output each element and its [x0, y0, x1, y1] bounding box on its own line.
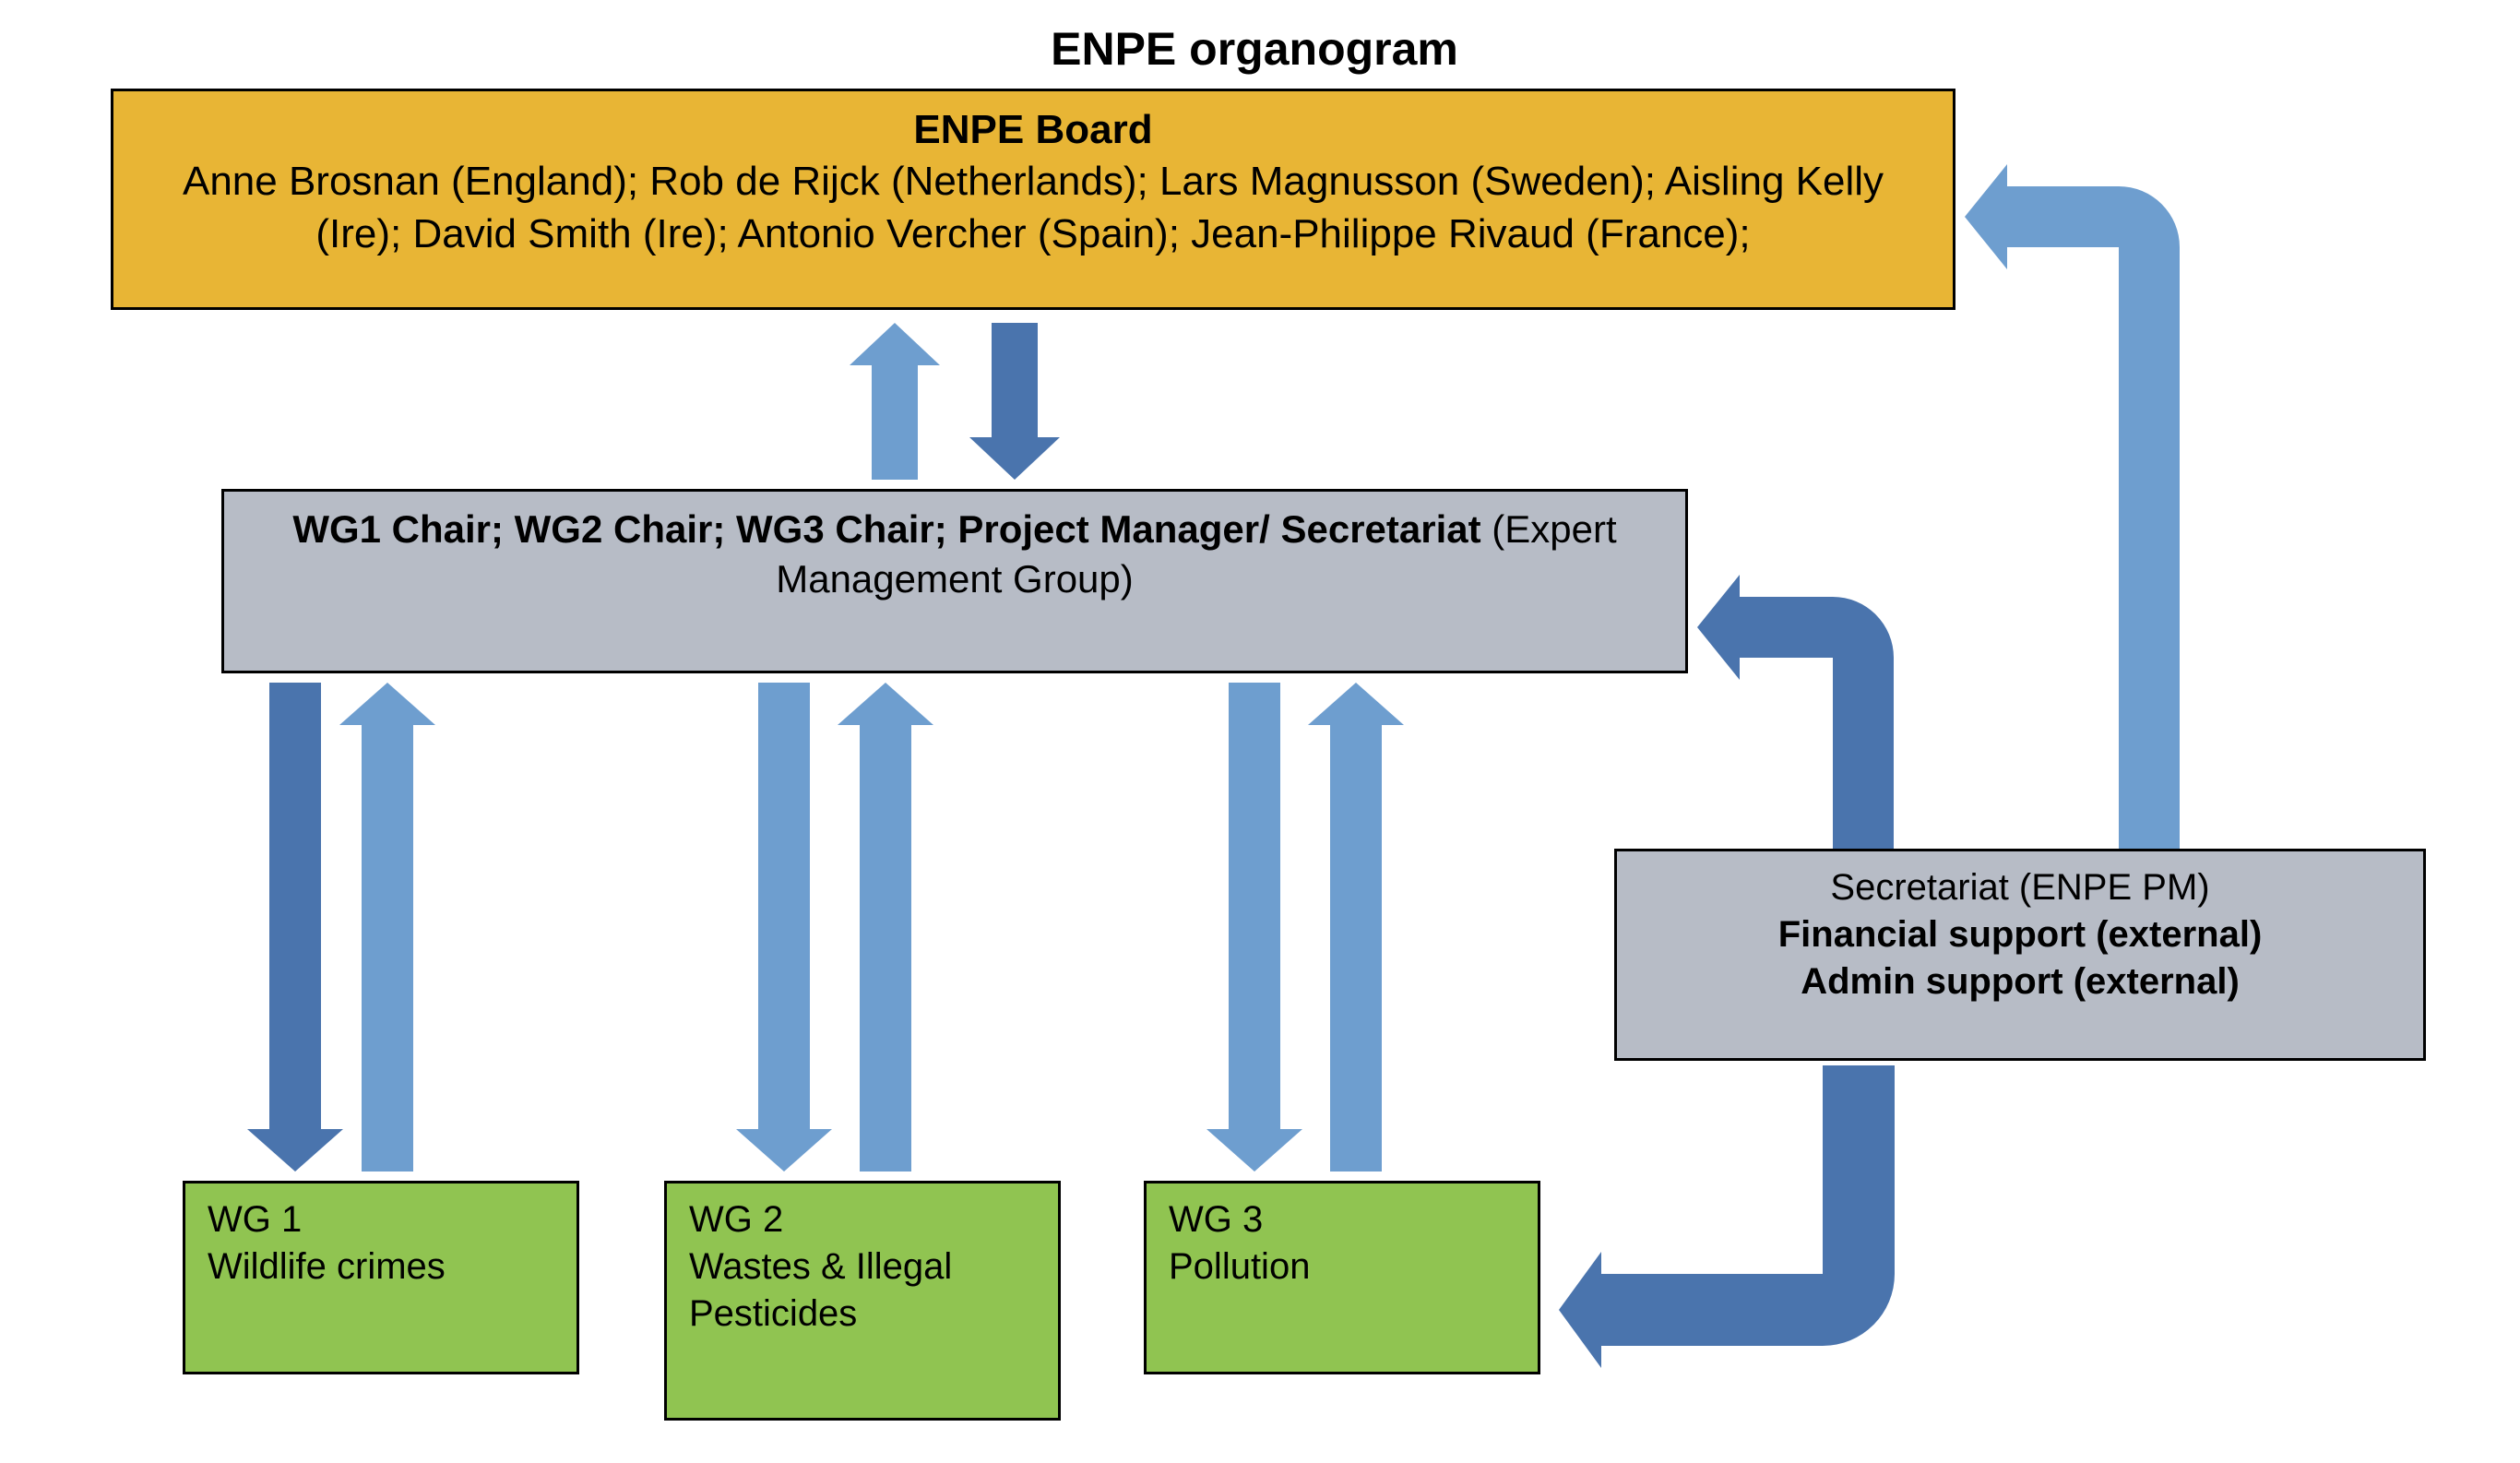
node-expert-management-group: WG1 Chair; WG2 Chair; WG3 Chair; Project… [221, 489, 1688, 673]
organogram-canvas: ENPE organogram ENPE Board Anne Brosnan … [0, 0, 2520, 1463]
node-wg3: WG 3 Pollution [1144, 1181, 1540, 1374]
secretariat-line2: Financial support (external) [1778, 914, 2263, 955]
node-wg1: WG 1 Wildlife crimes [183, 1181, 579, 1374]
board-heading: ENPE Board [913, 107, 1152, 152]
wg3-label: WG 3 [1169, 1199, 1263, 1240]
emg-bold-text: WG1 Chair; WG2 Chair; WG3 Chair; Project… [292, 507, 1480, 551]
node-enpe-board: ENPE Board Anne Brosnan (England); Rob d… [111, 89, 1955, 310]
node-wg2: WG 2 Wastes & Illegal Pesticides [664, 1181, 1061, 1421]
wg2-subject: Wastes & Illegal Pesticides [689, 1246, 952, 1334]
secretariat-line1: Secretariat (ENPE PM) [1830, 867, 2209, 908]
wg1-subject: Wildlife crimes [208, 1246, 446, 1287]
secretariat-line3: Admin support (external) [1801, 961, 2240, 1002]
node-secretariat: Secretariat (ENPE PM) Financial support … [1614, 849, 2426, 1061]
wg3-subject: Pollution [1169, 1246, 1310, 1287]
diagram-title: ENPE organogram [821, 22, 1688, 76]
wg2-label: WG 2 [689, 1199, 783, 1240]
wg1-label: WG 1 [208, 1199, 302, 1240]
board-members: Anne Brosnan (England); Rob de Rijck (Ne… [183, 159, 1884, 256]
